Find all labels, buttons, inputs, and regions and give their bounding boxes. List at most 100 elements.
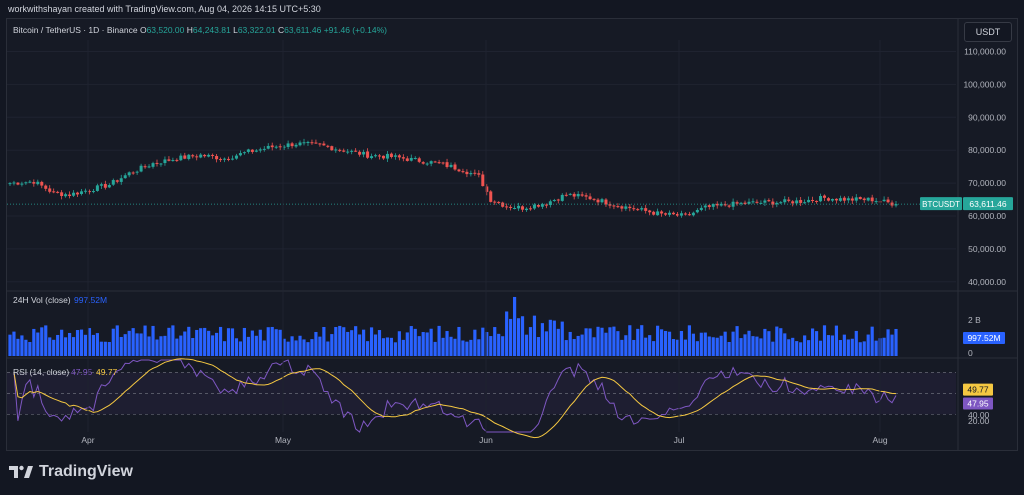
candle [28,181,32,183]
tradingview-logo[interactable]: TradingView [9,463,133,481]
candle [723,204,727,206]
volume-bar [759,338,763,356]
candle [743,202,747,204]
volume-bar [791,337,795,356]
candle [306,141,310,143]
volume-bar [115,325,119,356]
volume-bar [143,325,147,356]
volume-bar [330,334,334,356]
rsi-ma-line [13,358,897,439]
volume-bar [576,335,580,356]
candle [163,159,167,164]
volume-bar [580,334,584,356]
candle [513,208,517,210]
candle [632,208,636,210]
volume-bar [489,336,493,356]
volume-bar [64,337,68,356]
volume-bar [71,337,76,356]
volume-bar [95,333,99,356]
candle [207,154,211,157]
price-axis-label: 60,000.00 [968,211,1006,221]
volume-bar [632,339,636,356]
candle [143,166,147,168]
volume-bar [282,338,286,356]
volume-bar [485,332,489,356]
volume-bar [354,326,358,356]
candle [246,149,250,152]
candle [604,199,608,205]
volume-bar [56,334,60,356]
candle [139,165,143,172]
volume-axis-label: 0 [968,348,973,358]
volume-bar [568,331,572,356]
candle [811,199,815,201]
rsi-ma-tag: 49.77 [967,385,989,395]
candle [803,202,807,204]
volume-bar [648,335,652,356]
volume-bar [429,328,433,356]
author-line: workwithshayan created with TradingView.… [8,4,321,14]
volume-bar [687,325,691,356]
volume-bar [262,340,266,356]
candle [795,200,799,204]
volume-bar [465,341,469,356]
volume-bar [199,328,203,356]
volume-bar [175,338,179,356]
candle [401,157,405,159]
volume-bar [469,339,473,356]
candle [572,193,576,197]
candle [477,173,481,175]
candle [234,155,238,159]
candle [664,213,668,215]
volume-bar [393,342,397,356]
candle [52,191,56,193]
volume-bar [270,326,274,356]
candle [12,182,16,184]
candle [815,200,819,202]
volume-bar [147,336,151,356]
volume-bar [461,340,465,356]
volume-bar [290,336,294,356]
candle [672,212,676,215]
candle [393,155,397,157]
rsi-value: 47.95 [71,367,93,377]
volume-bar [362,329,366,356]
candle [405,158,409,161]
volume-bar [807,340,811,356]
volume-bar [735,326,739,356]
time-axis-label: Apr [81,435,94,445]
candle [389,153,393,158]
volume-bar [858,342,862,356]
candle [668,212,672,215]
volume-bar [91,334,96,356]
volume-bar [40,327,44,356]
volume-bar [389,337,394,356]
candle [131,172,135,174]
candle [838,198,842,201]
candle [763,200,767,203]
volume-bar [230,328,235,356]
candle [119,178,123,182]
candle [771,201,775,205]
volume-bar [16,338,20,356]
volume-bar [667,331,672,356]
volume-bar [846,339,850,356]
volume-bar [397,331,401,356]
chart-frame[interactable] [6,18,1018,451]
candle [465,171,469,175]
volume-bar [675,339,680,356]
candle [274,146,278,148]
candle [95,185,99,191]
volume-bar [699,332,703,356]
candle [107,185,111,188]
volume-bar [365,341,370,356]
volume-bar [211,335,215,356]
currency-button[interactable]: USDT [964,22,1012,42]
candle [707,205,711,207]
candle [695,209,699,213]
volume-bar [183,331,187,356]
volume-bar [493,327,497,356]
candle [159,163,163,165]
volume-bar [445,331,449,356]
